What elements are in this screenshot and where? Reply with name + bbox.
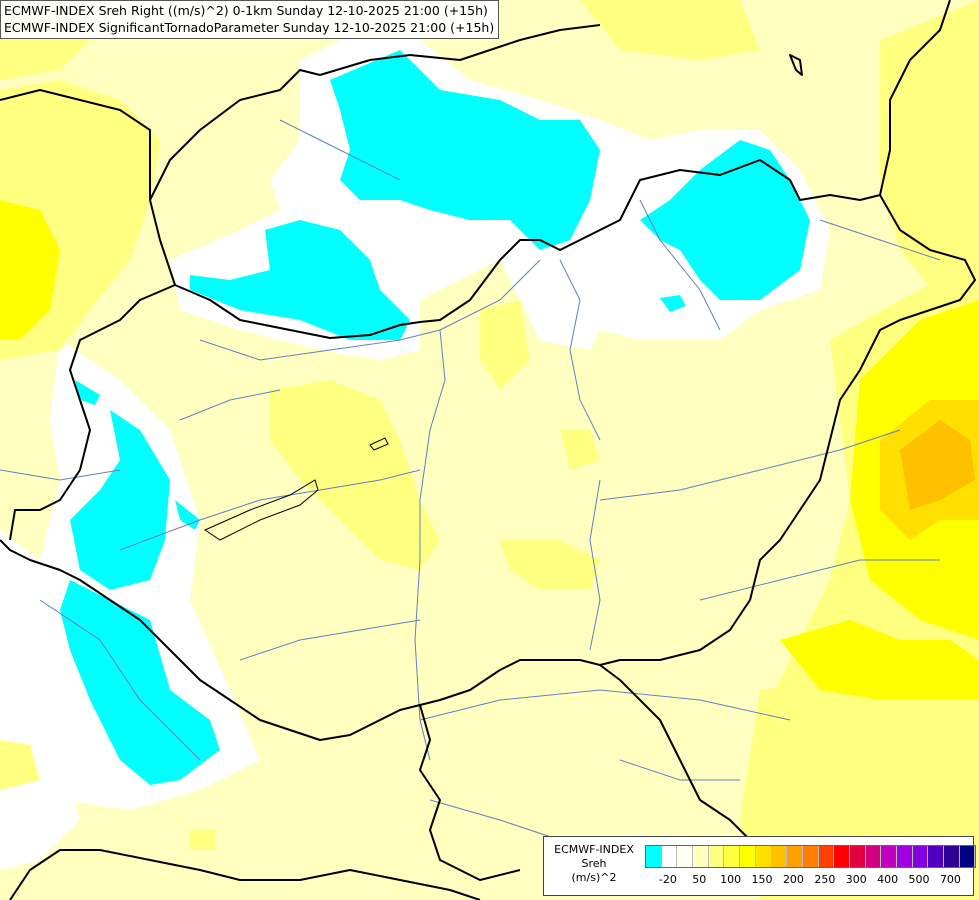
legend-swatch (740, 846, 756, 867)
legend-ticks: -20 50 100 150 200 250 300 400 500 700 (645, 873, 975, 889)
map-title: ECMWF-INDEX Sreh Right ((m/s)^2) 0-1km S… (0, 0, 500, 39)
legend-unit: (m/s)^2 (571, 871, 617, 884)
legend-swatch (928, 846, 945, 867)
legend-swatch (755, 846, 772, 867)
title-line-1: ECMWF-INDEX Sreh Right ((m/s)^2) 0-1km S… (4, 3, 488, 18)
legend-swatch (865, 846, 882, 867)
legend-swatch (849, 846, 866, 867)
legend-tick-label: 250 (814, 873, 836, 886)
legend-swatch (881, 846, 897, 867)
legend-swatch (802, 846, 819, 867)
legend-name-line-1: ECMWF-INDEX (554, 843, 634, 856)
legend-tick-label: 200 (782, 873, 804, 886)
legend-tick-label: 300 (845, 873, 867, 886)
legend-tick-label: 100 (720, 873, 742, 886)
legend-swatches (645, 845, 977, 868)
small-lake (369, 437, 389, 451)
legend-tick-label: 150 (751, 873, 773, 886)
color-legend: ECMWF-INDEX Sreh (m/s)^2 -20 50 100 150 200 2… (543, 836, 977, 896)
legend-swatch (646, 846, 662, 867)
legend-tick-label: 500 (908, 873, 930, 886)
cyan-regions (60, 50, 940, 900)
legend-swatch (959, 846, 976, 867)
legend-label: ECMWF-INDEX Sreh (m/s)^2 (546, 843, 642, 885)
rivers (0, 119, 941, 861)
legend-swatch (944, 846, 960, 867)
legend-tick-label: -20 (658, 873, 677, 886)
legend-swatch (693, 846, 709, 867)
legend-swatch (787, 846, 803, 867)
legend-swatch (818, 846, 835, 867)
legend-swatch (897, 846, 913, 867)
lake-balaton (203, 479, 319, 541)
legend-swatch (677, 846, 694, 867)
legend-swatch (771, 846, 788, 867)
legend-swatch (724, 846, 741, 867)
legend-tick-label: 700 (939, 873, 961, 886)
legend-tick-label: 50 (692, 873, 707, 886)
legend-swatch (912, 846, 929, 867)
title-line-2: ECMWF-INDEX SignificantTornadoParameter … (4, 20, 495, 35)
legend-swatch (834, 846, 850, 867)
legend-swatch (708, 846, 725, 867)
legend-swatch (661, 846, 678, 867)
legend-name-line-2: Sreh (581, 857, 607, 870)
legend-tick-label: 400 (877, 873, 899, 886)
